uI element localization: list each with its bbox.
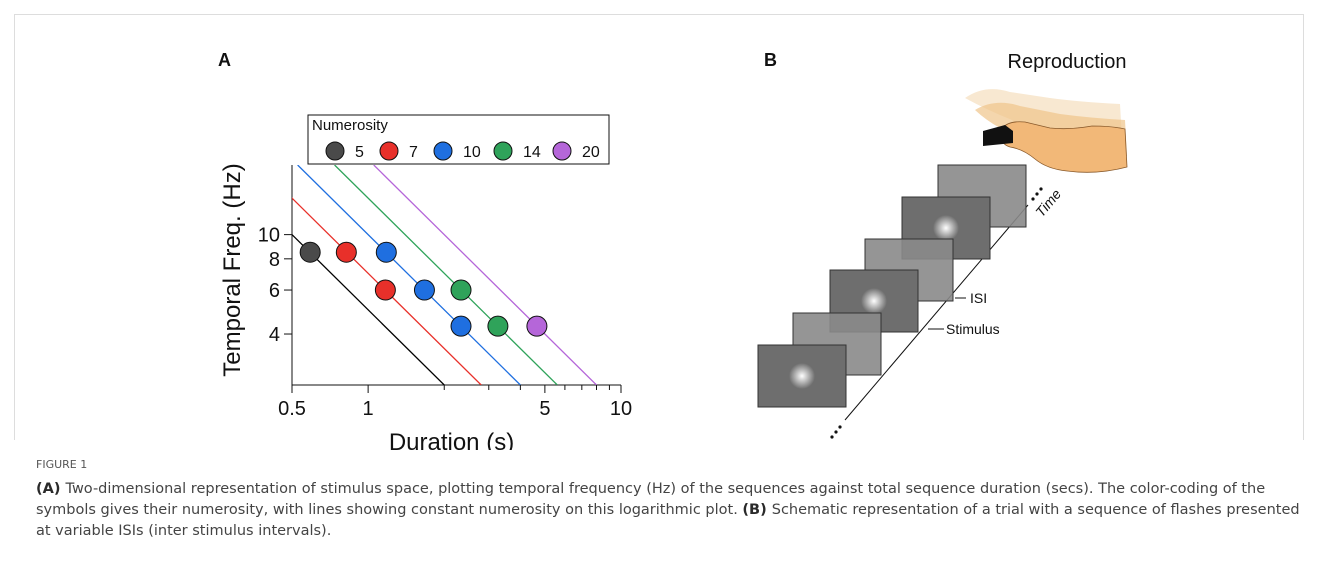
point <box>299 241 321 263</box>
figure: A B Reproduction Time ISI Stimulus 46810… <box>218 50 1128 450</box>
flash <box>789 363 815 389</box>
caption-label: (B) <box>742 502 767 518</box>
flash <box>861 288 887 314</box>
point <box>375 241 397 263</box>
figure-number: FIGURE 1 <box>36 458 88 471</box>
time-arrow <box>844 204 1029 421</box>
dot <box>838 425 842 429</box>
point <box>487 315 509 337</box>
legend-label: 7 <box>409 144 418 161</box>
iso-line <box>373 165 597 385</box>
point <box>450 315 472 337</box>
legend-label: 20 <box>582 144 600 161</box>
caption: FIGURE 1 (A) Two-dimensional representati… <box>36 458 1306 542</box>
frames <box>757 164 1043 439</box>
legend-title: Numerosity <box>312 117 388 134</box>
dot <box>1039 187 1043 191</box>
iso-line <box>334 165 558 385</box>
caption-text: (A) Two-dimensional representation of sti… <box>36 479 1306 542</box>
figure-frame <box>14 14 1304 440</box>
point <box>526 315 548 337</box>
hand-icon <box>965 89 1128 173</box>
y-tick-label: 10 <box>258 225 280 247</box>
legend-marker <box>433 141 453 161</box>
y-tick-label: 6 <box>269 280 280 302</box>
x-tick-label: 0.5 <box>278 398 306 420</box>
iso-line <box>292 197 482 385</box>
caption-label: (A) <box>36 481 61 497</box>
caption-body: Two-dimensional representation of stimul… <box>36 481 1266 518</box>
panel-label: B <box>764 50 777 70</box>
iso-line <box>297 165 521 385</box>
dot <box>1035 192 1039 196</box>
time-label: Time <box>1032 186 1064 220</box>
legend-marker <box>379 141 399 161</box>
legend-marker <box>552 141 572 161</box>
x-tick-label: 10 <box>610 398 632 420</box>
dot <box>830 435 834 439</box>
caption-body: Schematic representation of a trial with… <box>36 502 1300 539</box>
point <box>335 241 357 263</box>
y-tick-label: 8 <box>269 249 280 271</box>
dot <box>1031 197 1035 201</box>
y-axis-label: Temporal Freq. (Hz) <box>219 163 246 376</box>
legend-label: 5 <box>355 144 364 161</box>
y-tick-label: 4 <box>269 324 280 346</box>
x-tick-label: 1 <box>363 398 374 420</box>
panel-title: Reproduction <box>1008 51 1127 73</box>
x-axis-label: Duration (s) <box>389 429 514 450</box>
x-tick-label: 5 <box>539 398 550 420</box>
panel-label: A <box>218 50 231 70</box>
legend-label: 10 <box>463 144 481 161</box>
iso-line <box>292 233 445 385</box>
point <box>450 279 472 301</box>
isi-label: ISI <box>970 290 987 306</box>
point <box>413 279 435 301</box>
stimulus-label: Stimulus <box>946 321 1000 337</box>
flash <box>933 215 959 241</box>
legend-label: 14 <box>523 144 541 161</box>
legend-marker <box>493 141 513 161</box>
legend-marker <box>325 141 345 161</box>
point <box>374 279 396 301</box>
dot <box>834 430 838 434</box>
